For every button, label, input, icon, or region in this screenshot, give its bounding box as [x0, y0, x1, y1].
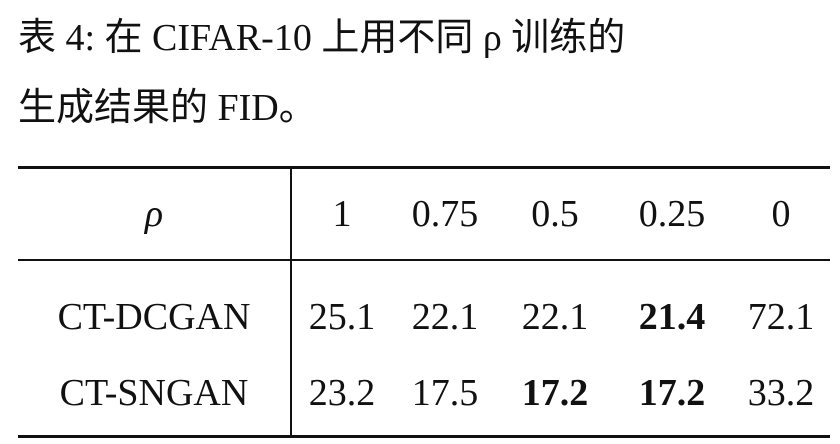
- value-cell: 72.1: [747, 296, 815, 338]
- row-label: CT-DCGAN: [18, 260, 292, 361]
- header-row: ρ 1 0.75 0.5 0.25 0: [18, 167, 830, 261]
- header-label: ρ: [18, 167, 292, 261]
- header-cell: 0: [732, 167, 830, 261]
- caption-line: 表 4: 在 CIFAR-10 上用不同 ρ 训练的: [18, 17, 626, 59]
- value-cell: 17.2: [638, 372, 706, 414]
- body-row: CT-SNGAN 23.2 17.5 17.2 17.2 33.2: [18, 361, 830, 437]
- header-cell: 0.75: [392, 167, 498, 261]
- body-row: CT-DCGAN 25.1 22.1 22.1 21.4 72.1: [18, 260, 830, 361]
- value-cell: 17.5: [411, 372, 479, 414]
- row-label: CT-SNGAN: [18, 361, 292, 437]
- header-cell: 0.5: [498, 167, 612, 261]
- value-cell: 22.1: [411, 296, 479, 338]
- results-table: ρ 1 0.75 0.5 0.25 0 CT-DCGAN 25.1 22.1 22.1 21.4 72…: [18, 166, 830, 438]
- value-cell: 25.1: [308, 296, 376, 338]
- value-cell: 33.2: [747, 372, 815, 414]
- value-cell: 21.4: [638, 296, 706, 338]
- value-cell: 22.1: [521, 296, 589, 338]
- header-cell: 1: [291, 167, 392, 261]
- header-cell: 0.25: [612, 167, 732, 261]
- value-cell: 23.2: [308, 372, 376, 414]
- caption-line: 生成结果的 FID。: [18, 87, 317, 129]
- value-cell: 17.2: [521, 372, 589, 414]
